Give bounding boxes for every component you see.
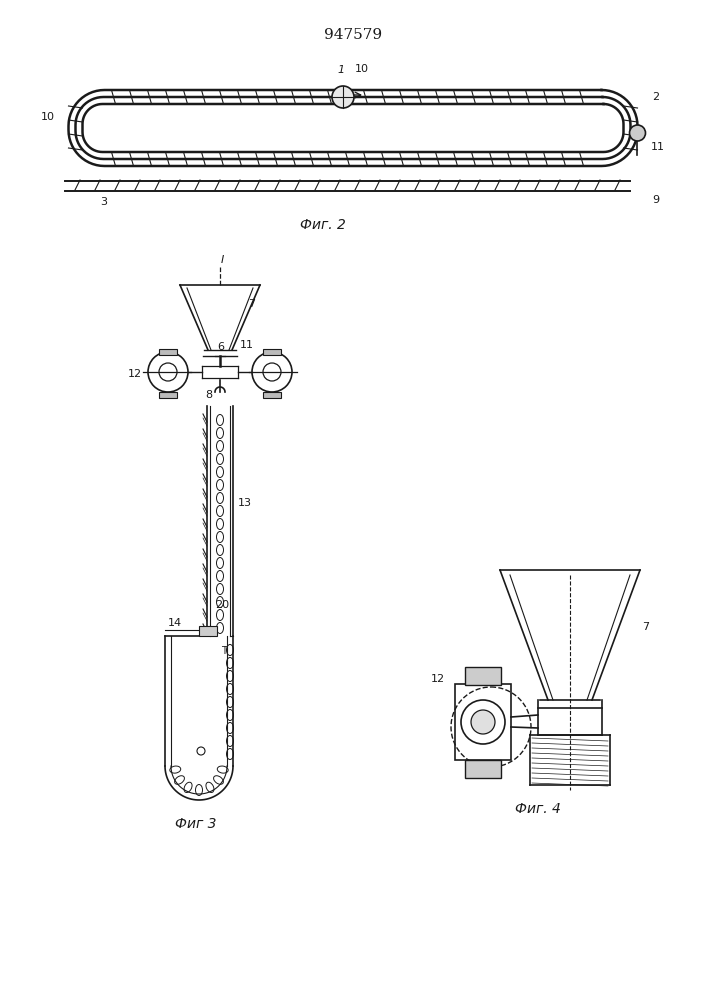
Text: Фиг. 4: Фиг. 4	[515, 802, 561, 816]
Bar	[263, 349, 281, 355]
Bar	[159, 392, 177, 398]
Circle shape	[471, 710, 495, 734]
Text: 9: 9	[653, 195, 660, 205]
Bar	[465, 760, 501, 778]
Bar	[465, 667, 501, 685]
Text: 1: 1	[337, 65, 344, 75]
Text: 12: 12	[431, 674, 445, 684]
Bar	[455, 684, 511, 760]
Text: 13: 13	[238, 498, 252, 508]
Text: I: I	[221, 255, 223, 265]
Text: 2: 2	[653, 92, 660, 102]
Circle shape	[332, 86, 354, 108]
Text: 20: 20	[215, 600, 229, 610]
Text: 7: 7	[248, 299, 255, 309]
Bar	[199, 626, 217, 636]
Text: 11: 11	[240, 340, 254, 350]
Text: T: T	[221, 646, 227, 656]
Text: 10: 10	[355, 64, 369, 74]
Text: 7: 7	[642, 622, 649, 632]
Text: Фиг 3: Фиг 3	[175, 817, 216, 831]
Text: 11: 11	[650, 142, 665, 152]
Circle shape	[629, 125, 645, 141]
Text: 14: 14	[168, 618, 182, 628]
Text: 947579: 947579	[324, 28, 382, 42]
Text: 3: 3	[100, 197, 107, 207]
Text: 10: 10	[40, 112, 54, 122]
Text: 12: 12	[128, 369, 142, 379]
Text: 11: 11	[468, 764, 482, 774]
Bar	[263, 392, 281, 398]
Text: 8: 8	[205, 390, 212, 400]
Bar	[159, 349, 177, 355]
Text: 6: 6	[217, 342, 224, 352]
Text: Фиг. 2: Фиг. 2	[300, 218, 346, 232]
